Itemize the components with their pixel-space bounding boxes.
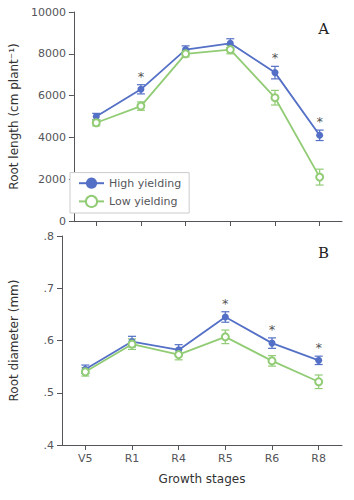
svg-text:6000: 6000	[38, 89, 66, 102]
svg-text:*: *	[315, 340, 322, 355]
svg-text:Growth stages: Growth stages	[159, 472, 246, 486]
svg-text:2000: 2000	[38, 173, 66, 186]
svg-text:*: *	[138, 69, 145, 84]
svg-text:A: A	[317, 20, 329, 38]
svg-text:.4: .4	[44, 439, 55, 452]
svg-text:.7: .7	[44, 282, 55, 295]
svg-text:8000: 8000	[38, 47, 66, 60]
svg-text:R6: R6	[265, 452, 280, 465]
svg-text:0: 0	[59, 215, 66, 228]
svg-text:High yielding: High yielding	[109, 177, 181, 190]
svg-text:B: B	[318, 244, 329, 262]
svg-text:R4: R4	[171, 452, 186, 465]
svg-text:*: *	[269, 322, 276, 337]
svg-text:Low yielding: Low yielding	[109, 195, 178, 208]
svg-text:*: *	[272, 50, 279, 65]
svg-text:R8: R8	[311, 452, 326, 465]
svg-text:4000: 4000	[38, 131, 66, 144]
svg-text:.6: .6	[44, 334, 55, 347]
svg-text:R1: R1	[125, 452, 140, 465]
svg-text:10000: 10000	[31, 6, 66, 19]
svg-text:Root length (cm plant⁻¹): Root length (cm plant⁻¹)	[7, 43, 21, 189]
svg-text:V5: V5	[78, 452, 93, 465]
svg-text:.8: .8	[44, 230, 55, 243]
svg-text:*: *	[316, 114, 323, 129]
svg-text:.5: .5	[44, 386, 55, 399]
svg-text:R5: R5	[218, 452, 233, 465]
svg-text:*: *	[222, 296, 229, 311]
svg-text:Root diameter (mm): Root diameter (mm)	[7, 280, 21, 402]
